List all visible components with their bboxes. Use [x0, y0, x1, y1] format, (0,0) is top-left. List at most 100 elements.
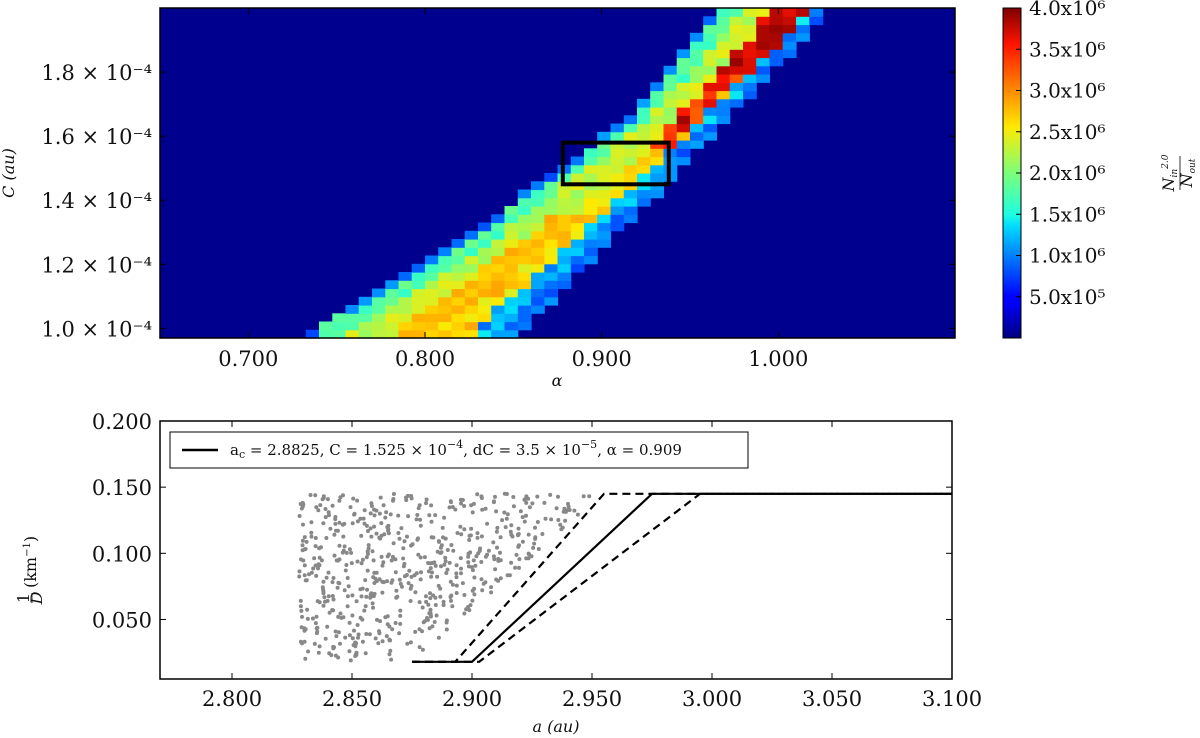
colorbar-tick-label: 3.0x10⁶	[1029, 79, 1106, 103]
heatmap-cells	[305, 8, 824, 339]
scatter-x-tick-label: 2.900	[442, 687, 502, 711]
scatter-point	[348, 505, 353, 510]
scatter-point	[336, 630, 341, 635]
heatmap-cell	[716, 24, 731, 34]
heatmap-cell	[637, 164, 651, 174]
heatmap-cell	[703, 41, 717, 50]
scatter-point	[355, 498, 360, 503]
heatmap-cell	[411, 280, 426, 290]
scatter-point	[367, 632, 372, 637]
heatmap-cell	[491, 255, 505, 265]
heatmap-cell	[690, 57, 704, 67]
heatmap-cell	[637, 189, 651, 199]
scatter-point	[575, 512, 580, 517]
scatter-point	[432, 620, 437, 624]
heatmap-cell	[358, 296, 373, 306]
scatter-point	[406, 581, 411, 586]
heatmap-y-tick-label: 1.2 × 10⁻⁴	[41, 253, 152, 277]
heatmap-cell	[398, 296, 413, 306]
scatter-point	[445, 567, 450, 572]
scatter-point	[458, 524, 463, 529]
heatmap-cell	[663, 74, 678, 83]
scatter-point	[350, 636, 355, 641]
scatter-point	[365, 587, 370, 592]
scatter-point	[336, 614, 341, 619]
heatmap-cell	[464, 329, 479, 339]
heatmap-cell	[729, 16, 744, 26]
scatter-point	[572, 508, 577, 513]
heatmap-cell	[570, 230, 585, 240]
heatmap-cell	[597, 197, 611, 207]
heatmap-cell	[345, 321, 360, 331]
scatter-point	[420, 605, 425, 610]
heatmap-cell	[716, 115, 731, 125]
scatter-point	[462, 593, 467, 597]
scatter-point	[453, 507, 458, 512]
scatter-point	[410, 542, 415, 547]
heatmap-cell	[663, 123, 678, 133]
heatmap-cell	[584, 206, 598, 215]
colorbar: 4.0x10⁶ 3.5x10⁶ 3.0x10⁶ 2.5x10⁶ 2.0x10⁶ 1.5x1…	[1002, 0, 1198, 339]
heatmap-cell	[544, 197, 559, 207]
scatter-point	[328, 526, 333, 531]
heatmap-cell	[743, 16, 757, 26]
heatmap-cell	[756, 57, 770, 67]
scatter-point	[299, 625, 304, 630]
scatter-point	[362, 608, 367, 613]
heatmap-cell	[584, 247, 598, 257]
scatter-point	[430, 624, 435, 629]
heatmap-cell	[650, 156, 664, 166]
scatter-point	[315, 629, 320, 634]
heatmap-cell	[782, 41, 797, 50]
scatter-point	[337, 581, 342, 586]
scatter-point	[420, 647, 425, 652]
heatmap-cell	[425, 296, 439, 306]
scatter-point	[341, 534, 346, 539]
scatter-y-ticks: 0.050 0.100 0.150 0.200	[92, 410, 952, 632]
heatmap-cell	[451, 239, 466, 248]
heatmap-cell	[464, 296, 479, 306]
scatter-point	[535, 494, 540, 499]
scatter-point	[306, 649, 311, 654]
heatmap-cell	[531, 255, 545, 265]
scatter-point	[348, 658, 353, 663]
scatter-point	[402, 574, 407, 579]
heatmap-cell	[676, 57, 691, 67]
scatter-point	[415, 513, 420, 517]
scatter-point	[404, 498, 409, 503]
scatter-point	[389, 657, 394, 662]
scatter-point	[409, 574, 414, 579]
scatter-point	[405, 493, 410, 498]
scatter-point	[436, 635, 441, 640]
heatmap-cell	[584, 239, 598, 248]
scatter-point	[418, 577, 423, 582]
scatter-point	[424, 594, 428, 599]
heatmap-cell	[570, 263, 585, 273]
scatter-point	[450, 505, 455, 509]
heatmap-cell	[570, 247, 585, 257]
scatter-point	[317, 563, 322, 568]
heatmap-cell	[478, 288, 492, 298]
heatmap-cell	[438, 305, 452, 314]
scatter-point	[302, 563, 307, 568]
heatmap-cell	[411, 288, 426, 298]
heatmap-cell	[729, 8, 744, 17]
scatter-point	[333, 521, 338, 526]
heatmap-y-ticks: 1.0 × 10⁻⁴ 1.2 × 10⁻⁴ 1.4 × 10⁻⁴ 1.6 × 10⁻⁴…	[41, 61, 955, 341]
scatter-point	[567, 508, 572, 512]
heatmap-cell	[517, 214, 532, 224]
scatter-point	[454, 563, 459, 568]
scatter-point	[401, 546, 406, 551]
scatter-point	[313, 493, 318, 498]
scatter-point	[526, 532, 531, 537]
heatmap-cell	[544, 214, 559, 224]
scatter-point	[317, 600, 322, 605]
heatmap-cell	[332, 313, 347, 323]
scatter-point	[527, 505, 532, 510]
scatter-point	[406, 514, 411, 519]
heatmap-cell	[425, 321, 439, 331]
legend-c-exponent: −4	[447, 438, 463, 451]
scatter-point	[331, 576, 336, 580]
scatter-point	[377, 631, 382, 636]
scatter-point	[337, 543, 342, 548]
